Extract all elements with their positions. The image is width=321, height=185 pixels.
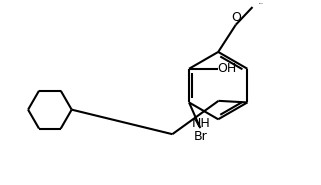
Text: NH: NH <box>192 117 211 130</box>
Text: OH: OH <box>217 62 237 75</box>
Text: methyl: methyl <box>259 3 264 4</box>
Text: O: O <box>231 11 241 24</box>
Text: Br: Br <box>194 130 207 143</box>
